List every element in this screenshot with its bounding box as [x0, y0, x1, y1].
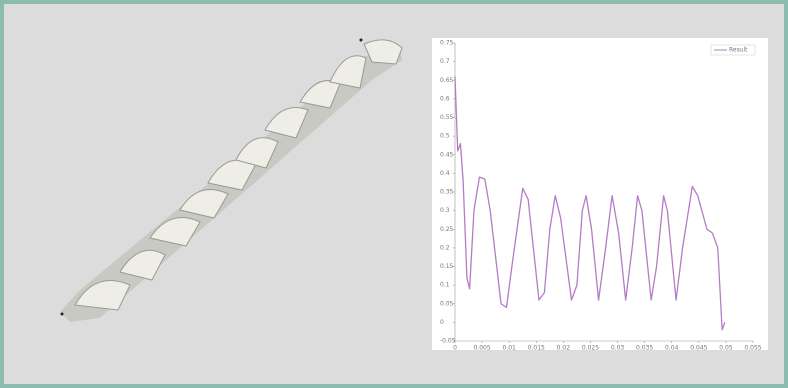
y-tick-label: 0.1 [440, 282, 450, 289]
y-tick-label: 0.05 [440, 300, 454, 307]
x-tick-label: 0.055 [744, 345, 761, 352]
y-tick-label: 0.35 [440, 189, 454, 196]
y-tick-label: 0.45 [440, 151, 454, 158]
y-tick-label: 0 [440, 319, 444, 326]
y-tick-label: 0.2 [440, 244, 450, 251]
render-view: -0.0500.050.10.150.20.250.30.350.40.450.… [4, 4, 784, 384]
y-tick-label: 0.15 [440, 263, 454, 270]
3d-model [60, 39, 402, 323]
x-tick-label: 0.05 [719, 345, 733, 352]
y-tick-label: 0.7 [440, 58, 450, 65]
x-tick-label: 0.01 [503, 345, 517, 352]
y-tick-label: -0.05 [440, 338, 456, 345]
x-tick-label: 0.03 [611, 345, 625, 352]
y-tick-label: 0.3 [440, 207, 450, 214]
legend-label: Result [729, 47, 748, 54]
chart-panel [432, 38, 768, 350]
y-tick-label: 0.25 [440, 226, 454, 233]
y-tick-label: 0.55 [440, 114, 454, 121]
y-tick-label: 0.5 [440, 133, 450, 140]
y-tick-label: 0.4 [440, 170, 450, 177]
model-fin [330, 56, 366, 88]
x-tick-label: 0.015 [528, 345, 545, 352]
y-tick-label: 0.65 [440, 77, 454, 84]
x-tick-label: 0 [453, 345, 457, 352]
viewport: -0.0500.050.10.150.20.250.30.350.40.450.… [0, 0, 788, 388]
x-tick-label: 0.04 [665, 345, 679, 352]
x-tick-label: 0.045 [690, 345, 707, 352]
x-tick-label: 0.025 [582, 345, 599, 352]
x-tick-label: 0.02 [557, 345, 571, 352]
model-point [360, 39, 363, 42]
y-tick-label: 0.75 [440, 40, 454, 47]
x-tick-label: 0.035 [636, 345, 653, 352]
model-point [61, 313, 64, 316]
y-tick-label: 0.6 [440, 95, 450, 102]
x-tick-label: 0.005 [473, 345, 490, 352]
model-fin [75, 281, 130, 311]
